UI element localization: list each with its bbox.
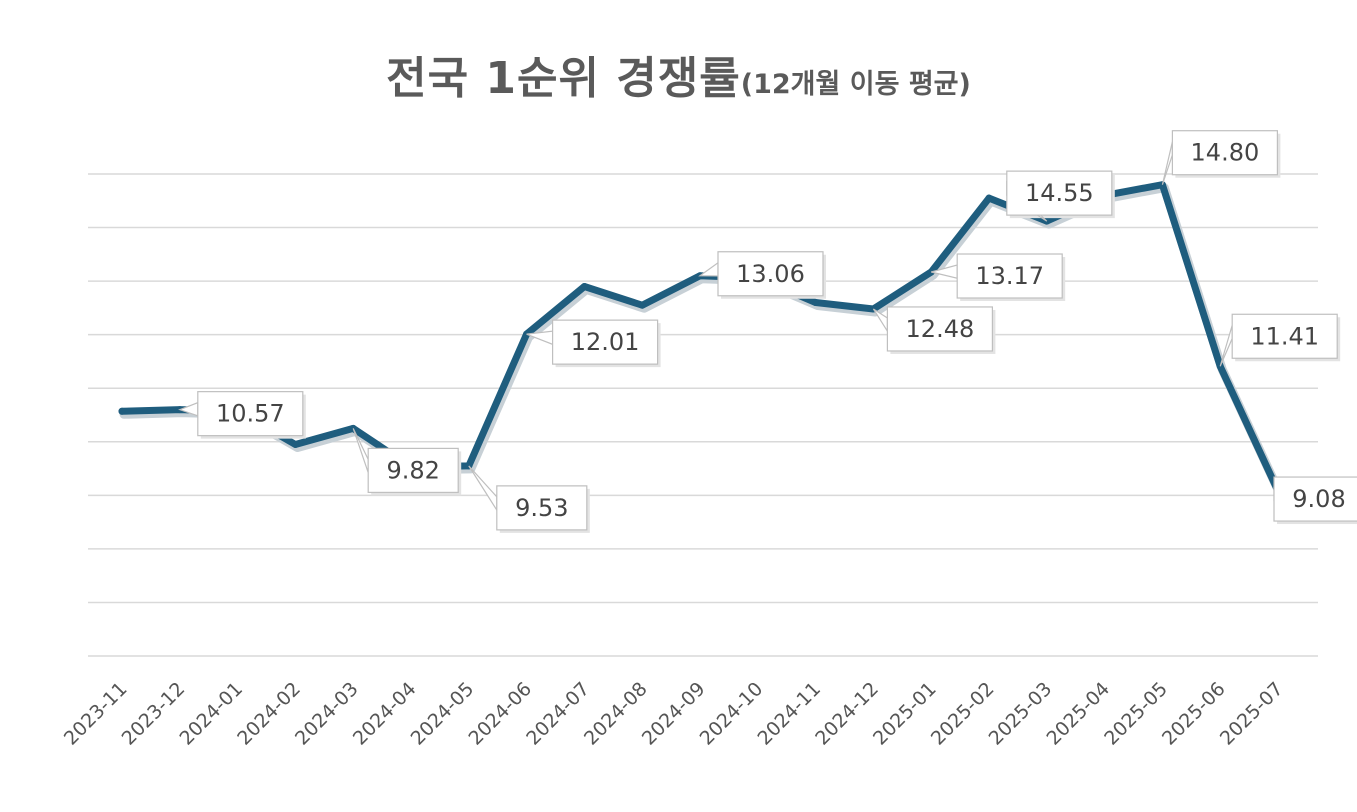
data-label-box <box>956 253 1063 299</box>
data-label-pointer <box>1161 141 1174 185</box>
data-label-box <box>496 485 588 531</box>
x-tick-label: 2023-12 <box>118 678 190 750</box>
chart-subtitle: (12개월 이동 평균) <box>740 69 971 100</box>
data-label: 13.17 <box>931 253 1066 302</box>
chart-title-main: 전국 1순위 경쟁률 <box>386 53 741 104</box>
x-tick-label: 2024-01 <box>175 678 247 750</box>
data-label-text: 12.48 <box>906 315 975 343</box>
data-label-pointer <box>1219 325 1233 367</box>
data-label: 9.82 <box>352 428 462 496</box>
data-label: 14.80 <box>1161 130 1281 185</box>
data-label-box <box>1006 170 1113 216</box>
data-label: 11.41 <box>1219 313 1341 367</box>
x-tick-label: 2024-11 <box>753 678 825 750</box>
x-tick-label: 2025-04 <box>1042 678 1114 750</box>
data-label-text: 9.82 <box>386 456 439 484</box>
data-label: 14.55 <box>1006 170 1115 222</box>
data-label-text: 13.06 <box>736 260 805 288</box>
data-label-text: 9.08 <box>1292 485 1345 513</box>
x-tick-label: 2023-11 <box>60 678 132 750</box>
data-label-box <box>1231 313 1338 359</box>
x-tick-label: 2025-01 <box>869 678 941 750</box>
x-tick-label: 2025-06 <box>1158 678 1230 750</box>
chart-title: 전국 1순위 경쟁률(12개월 이동 평균) <box>0 42 1357 106</box>
x-tick-label: 2024-10 <box>696 678 768 750</box>
data-label-box <box>367 447 459 493</box>
x-tick-label: 2024-03 <box>291 678 363 750</box>
data-point <box>985 194 993 202</box>
x-tick-label: 2025-03 <box>985 678 1057 750</box>
data-label: 9.08 <box>1273 476 1357 525</box>
data-label: 10.57 <box>178 391 306 439</box>
data-label: 13.06 <box>698 251 826 299</box>
data-label-text: 12.01 <box>571 328 640 356</box>
data-label-box <box>197 391 304 437</box>
x-tick-label: 2024-06 <box>464 678 536 750</box>
data-label-box <box>1171 130 1279 176</box>
x-tick-label: 2024-05 <box>407 678 479 750</box>
data-point <box>118 407 126 415</box>
data-label-box <box>717 251 824 297</box>
x-tick-label: 2024-12 <box>811 678 883 750</box>
x-tick-label: 2025-07 <box>1216 678 1288 750</box>
data-label: 12.48 <box>872 306 996 354</box>
x-tick-label: 2024-09 <box>638 678 710 750</box>
data-label-pointer <box>468 465 498 513</box>
data-label-box <box>886 306 994 352</box>
data-label: 12.01 <box>526 319 661 368</box>
data-point <box>291 440 299 448</box>
data-label-text: 13.17 <box>975 262 1044 290</box>
x-tick-label: 2024-02 <box>233 678 305 750</box>
data-label-text: 10.57 <box>216 400 285 428</box>
data-point <box>812 299 820 307</box>
data-label-text: 14.80 <box>1191 139 1260 167</box>
x-tick-label: 2025-05 <box>1100 678 1172 750</box>
x-tick-label: 2025-02 <box>927 678 999 750</box>
data-label-text: 14.55 <box>1025 179 1094 207</box>
data-label-box <box>551 319 659 365</box>
x-tick-label: 2024-08 <box>580 678 652 750</box>
data-label-pointer <box>698 261 719 277</box>
data-point <box>580 282 588 290</box>
data-label: 9.53 <box>468 465 590 533</box>
x-tick-label: 2024-07 <box>522 678 594 750</box>
data-label-text: 11.41 <box>1250 322 1319 350</box>
x-axis-ticks: 2023-112023-122024-012024-022024-032024-… <box>60 678 1288 750</box>
data-label-box <box>1273 476 1357 522</box>
x-tick-label: 2024-04 <box>349 678 421 750</box>
series-line-shadow <box>119 183 1285 499</box>
data-point <box>638 301 646 309</box>
data-label-text: 9.53 <box>515 494 568 522</box>
